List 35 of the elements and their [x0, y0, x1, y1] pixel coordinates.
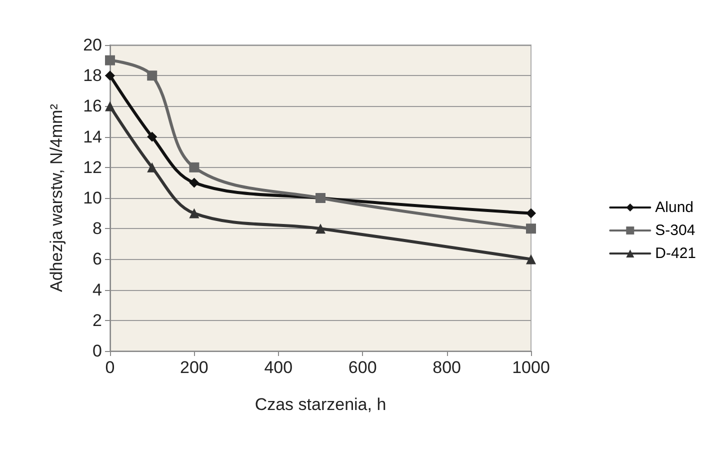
- point: [105, 101, 115, 112]
- y-tick-label: 12: [83, 158, 102, 177]
- point: [526, 254, 536, 264]
- x-tick-label: 0: [105, 358, 115, 377]
- y-tick-label: 0: [92, 342, 102, 360]
- point: [147, 70, 158, 81]
- y-tick-label: 14: [83, 127, 102, 146]
- legend-label: S-304: [655, 222, 696, 239]
- y-tick-label: 10: [83, 188, 102, 208]
- x-tick-label: 800: [432, 358, 461, 377]
- x-tick-label: 1000: [512, 358, 550, 377]
- point: [526, 224, 536, 234]
- x-tick-label: 600: [348, 358, 377, 377]
- x-axis-title: Czas starzenia, h: [254, 395, 386, 414]
- legend-label: Alund: [655, 199, 694, 216]
- y-tick-label: 20: [83, 36, 102, 54]
- point: [105, 70, 115, 81]
- y-tick-label: 2: [92, 310, 102, 330]
- x-tick-label: 400: [264, 358, 293, 377]
- point: [147, 162, 158, 172]
- y-tick-label: 6: [92, 250, 102, 269]
- legend-label: D-421: [655, 245, 696, 262]
- y-axis-title: Adhezja warstw, N/4mm²: [47, 104, 66, 292]
- point: [189, 178, 200, 188]
- point: [316, 224, 326, 234]
- y-tick-label: 18: [83, 66, 102, 86]
- point: [189, 208, 200, 218]
- y-tick-label: 8: [92, 219, 102, 238]
- y-tick-label: 16: [83, 96, 102, 116]
- point: [189, 162, 200, 172]
- y-tick-label: 4: [92, 280, 102, 300]
- point: [147, 132, 158, 142]
- point: [526, 208, 536, 218]
- x-tick-label: 200: [180, 358, 208, 377]
- point: [105, 55, 115, 66]
